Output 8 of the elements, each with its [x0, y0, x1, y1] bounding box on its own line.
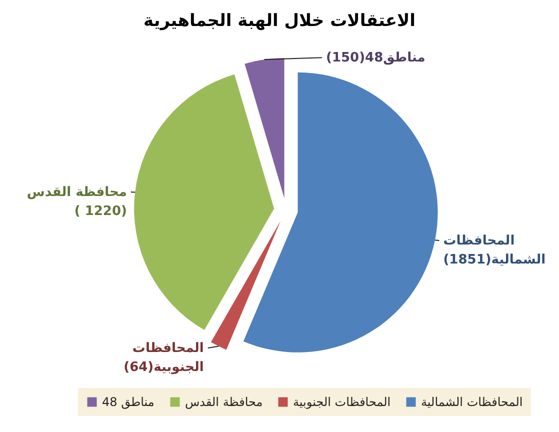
legend-label: مناطق 48: [102, 395, 154, 409]
data-label: مناطق48(150): [326, 50, 426, 66]
legend-label: المحافظات الجنوبية: [293, 395, 391, 409]
data-label: المحافظات الشمالية(1851): [443, 234, 546, 268]
legend-label: المحافظات الشمالية: [421, 395, 523, 409]
data-label: المحافظات الجنوبية(64): [124, 340, 204, 375]
legend-label: محافظة القدس: [185, 395, 263, 409]
chart-title: الاعتقالات خلال الهبة الجماهيرية: [144, 11, 416, 31]
